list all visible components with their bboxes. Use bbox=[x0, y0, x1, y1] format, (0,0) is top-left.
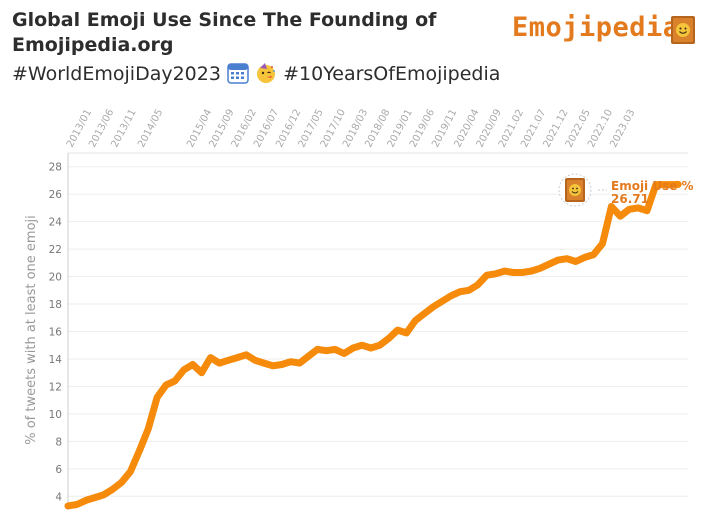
chart-title: Global Emoji Use Since The Founding of E… bbox=[12, 9, 437, 56]
grid-lines bbox=[68, 166, 688, 497]
y-tick-label: 8 bbox=[55, 436, 62, 448]
hashtag-world-emoji-day: #WorldEmojiDay2023 bbox=[12, 63, 221, 85]
annotation-value: 26.71 bbox=[611, 192, 649, 206]
y-tick-label: 14 bbox=[49, 354, 63, 366]
y-tick-label: 10 bbox=[49, 409, 62, 421]
series-line-emoji-use bbox=[64, 180, 682, 510]
y-tick-label: 12 bbox=[49, 381, 62, 393]
y-tick-label: 28 bbox=[49, 162, 62, 174]
y-tick-label: 6 bbox=[55, 464, 62, 476]
y-tick-label: 20 bbox=[49, 272, 62, 284]
y-tick-label: 4 bbox=[55, 491, 62, 503]
chart-subtitle: #WorldEmojiDay2023 #10YearsOfEmojipedia bbox=[12, 60, 500, 92]
y-tick-label: 18 bbox=[49, 299, 62, 311]
party-face-icon bbox=[255, 62, 277, 92]
y-tick-label: 24 bbox=[49, 217, 63, 229]
calendar-icon bbox=[227, 62, 249, 92]
end-marker-book-icon bbox=[558, 173, 592, 207]
y-tick-label: 16 bbox=[49, 327, 63, 339]
hashtag-ten-years: #10YearsOfEmojipedia bbox=[283, 63, 501, 85]
annotation-label: Emoji Use % bbox=[611, 179, 694, 193]
x-tick-label: 2014/05 bbox=[136, 108, 165, 150]
book-smiley-icon bbox=[670, 15, 696, 49]
y-tick-label: 26 bbox=[49, 189, 63, 201]
y-tick-label: 22 bbox=[49, 244, 62, 256]
emojipedia-logo: Emojipedia bbox=[512, 12, 680, 43]
y-axis-label: % of tweets with at least one emoji bbox=[24, 215, 39, 445]
y-axis-ticks: 4 6 8 10 12 14 16 18 20 22 24 26 28 bbox=[49, 162, 63, 504]
